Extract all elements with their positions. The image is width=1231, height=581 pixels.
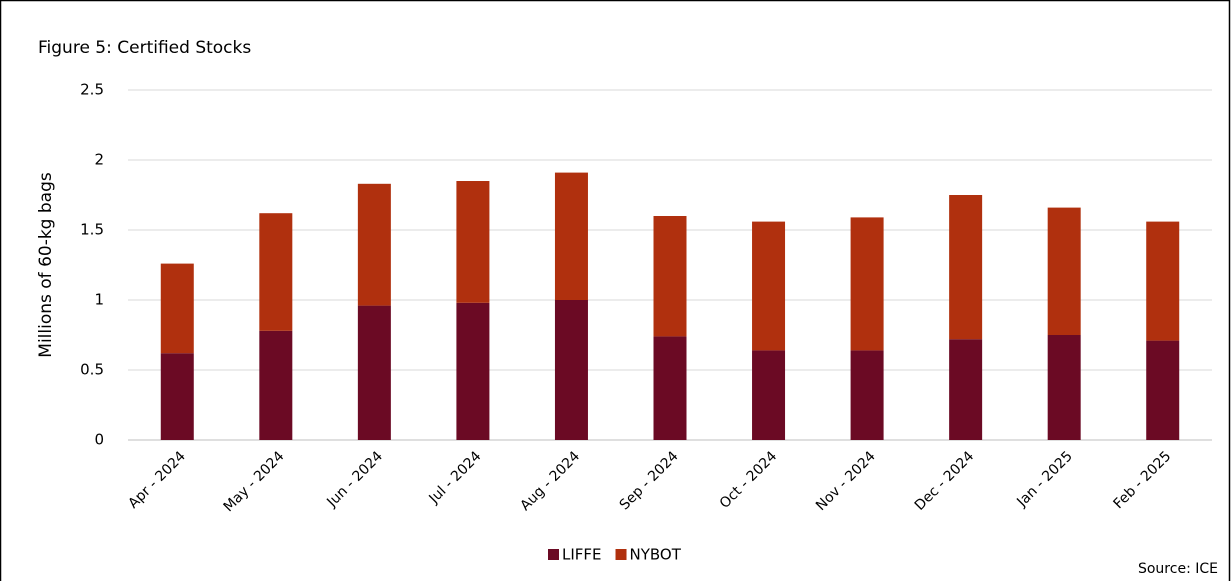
bar-segment: [1047, 335, 1081, 440]
legend-label: NYBOT: [630, 546, 682, 564]
y-axis-label: Millions of 60-kg bags: [36, 172, 56, 358]
bar-segment: [850, 350, 884, 440]
bar-segment: [554, 172, 588, 300]
y-tick-label: 0.5: [80, 361, 104, 379]
chart-title: Figure 5: Certified Stocks: [38, 38, 251, 58]
bar-segment: [653, 216, 687, 337]
bar-segment: [456, 302, 490, 440]
bar-segment: [1047, 207, 1081, 335]
bar-segment: [949, 195, 983, 340]
bar-segment: [850, 217, 884, 351]
bar-segment: [1146, 340, 1180, 440]
bar-segment: [357, 183, 391, 306]
bar-segment: [752, 350, 786, 440]
y-tick-label: 1.5: [80, 221, 104, 239]
legend-swatch: [615, 549, 627, 560]
bar-segment: [554, 300, 588, 440]
bar-segment: [949, 339, 983, 440]
bar-segment: [653, 336, 687, 440]
bar-segment: [752, 221, 786, 351]
y-tick-label: 1: [94, 291, 104, 309]
legend-swatch: [548, 549, 559, 560]
bar-segment: [259, 330, 293, 440]
y-tick-label: 2.5: [80, 81, 104, 99]
bar-segment: [456, 181, 490, 303]
bar-segment: [160, 263, 194, 354]
legend-label: LIFFE: [562, 546, 602, 564]
source: Source: ICE: [1138, 561, 1218, 577]
bar-segment: [160, 353, 194, 440]
y-tick-label: 2: [94, 151, 104, 169]
bar-segment: [357, 305, 391, 440]
bar-segment: [259, 213, 293, 331]
bar-segment: [1146, 221, 1180, 341]
y-tick-label: 0: [94, 431, 104, 449]
